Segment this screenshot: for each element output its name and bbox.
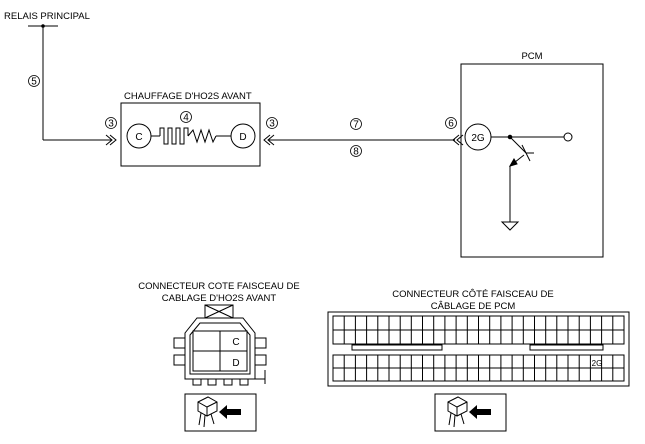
connector-arrow-d [263, 134, 275, 146]
relay-terminal [28, 24, 58, 140]
ground-icon [500, 221, 520, 231]
callout-7: 7 [350, 118, 362, 131]
callout-8-label: 8 [353, 147, 359, 158]
callout-3-right: 3 [266, 117, 278, 130]
heater-box [120, 102, 261, 167]
connector-right-title-2: CÂBLAGE DE PCM [431, 301, 516, 312]
callout-5-label: 5 [31, 77, 37, 88]
heater-pin-d: D [230, 123, 256, 149]
pcm-box [460, 63, 604, 258]
relay-label: RELAIS PRINCIPAL [4, 11, 90, 22]
connector-left-title-1: CONNECTEUR COTE FAISCEAU DE [138, 281, 300, 292]
connector-right-pin-2g: 2G [592, 359, 603, 368]
connector-right-title-1: CONNECTEUR CÔTÉ FAISCEAU DE [392, 289, 554, 300]
pcm-label: PCM [521, 51, 542, 62]
callout-8: 8 [350, 145, 362, 158]
callout-3-left: 3 [105, 117, 117, 130]
callout-3-left-label: 3 [108, 119, 114, 130]
heater-pin-c: C [126, 123, 152, 149]
callout-7-label: 7 [353, 120, 359, 131]
heater-pin-d-label: D [239, 132, 246, 143]
connector-right-body [327, 311, 630, 387]
callout-3-right-label: 3 [269, 119, 275, 130]
connector-left-body [173, 304, 267, 386]
pcm-pin-2g-label: 2G [471, 133, 485, 144]
heater-label: CHAUFFAGE D'HO2S AVANT [124, 91, 252, 102]
callout-4: 4 [180, 111, 192, 124]
callout-5: 5 [28, 75, 40, 88]
callout-6: 6 [445, 117, 457, 130]
plug-icon-left [184, 393, 257, 432]
pcm-pin-2g: 2G [464, 123, 492, 151]
connector-left-title-2: CABLAGE D'HO2S AVANT [162, 293, 277, 304]
heater-element [151, 127, 231, 145]
connector-left-pin-d: D [232, 358, 239, 369]
callout-4-label: 4 [183, 113, 189, 124]
heater-pin-c-label: C [135, 132, 142, 143]
connector-left-pin-c: C [232, 337, 239, 348]
callout-6-label: 6 [448, 119, 454, 130]
connector-arrow-c [105, 134, 117, 146]
pcm-transistor [491, 132, 573, 222]
plug-icon-right [434, 393, 507, 432]
